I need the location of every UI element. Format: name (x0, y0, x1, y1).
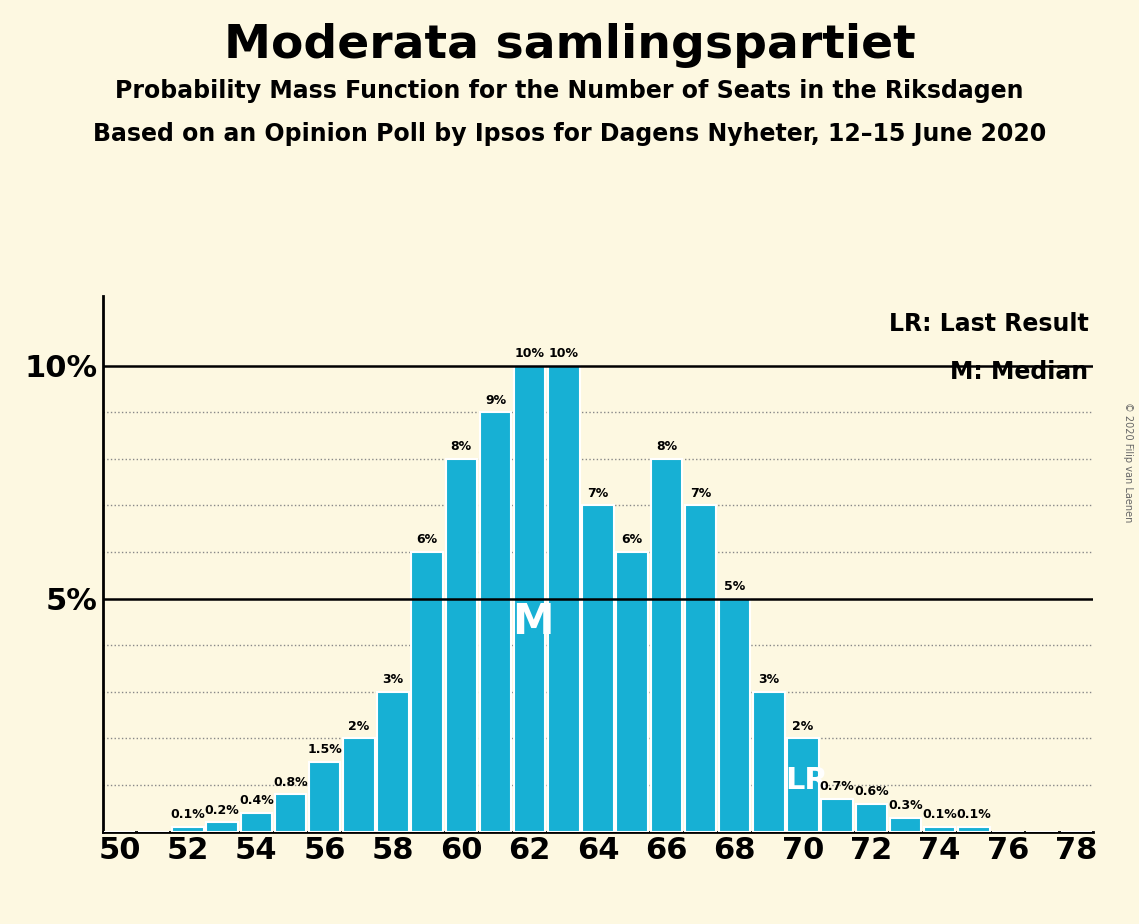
Text: Moderata samlingspartiet: Moderata samlingspartiet (223, 23, 916, 68)
Text: 2%: 2% (349, 720, 369, 733)
Text: 7%: 7% (588, 487, 608, 500)
Text: M: M (513, 601, 554, 643)
Text: LR: Last Result: LR: Last Result (888, 311, 1089, 335)
Bar (172, 827, 204, 832)
Bar (719, 599, 751, 832)
Bar (343, 738, 375, 832)
Text: © 2020 Filip van Laenen: © 2020 Filip van Laenen (1123, 402, 1133, 522)
Text: 6%: 6% (417, 533, 437, 546)
Text: 0.2%: 0.2% (205, 804, 239, 817)
Bar (445, 459, 477, 832)
Bar (787, 738, 819, 832)
Text: LR: LR (785, 766, 828, 795)
Text: 0.1%: 0.1% (923, 808, 957, 821)
Text: Based on an Opinion Poll by Ipsos for Dagens Nyheter, 12–15 June 2020: Based on an Opinion Poll by Ipsos for Da… (93, 122, 1046, 146)
Bar (753, 692, 785, 832)
Bar (206, 822, 238, 832)
Text: 0.7%: 0.7% (820, 781, 854, 794)
Text: Probability Mass Function for the Number of Seats in the Riksdagen: Probability Mass Function for the Number… (115, 79, 1024, 103)
Text: M: Median: M: Median (950, 360, 1089, 384)
Text: 3%: 3% (759, 674, 779, 687)
Bar (514, 366, 546, 832)
Bar (377, 692, 409, 832)
Bar (924, 827, 956, 832)
Text: 0.4%: 0.4% (239, 795, 273, 808)
Text: 3%: 3% (383, 674, 403, 687)
Text: 0.1%: 0.1% (957, 808, 991, 821)
Bar (480, 412, 511, 832)
Text: 0.1%: 0.1% (171, 808, 205, 821)
Bar (309, 761, 341, 832)
Text: 5%: 5% (724, 580, 745, 593)
Bar (548, 366, 580, 832)
Text: 9%: 9% (485, 394, 506, 407)
Bar (650, 459, 682, 832)
Bar (582, 505, 614, 832)
Bar (274, 795, 306, 832)
Text: 0.6%: 0.6% (854, 785, 888, 798)
Text: 0.3%: 0.3% (888, 799, 923, 812)
Text: 6%: 6% (622, 533, 642, 546)
Bar (240, 813, 272, 832)
Text: 8%: 8% (451, 440, 472, 453)
Bar (855, 804, 887, 832)
Bar (685, 505, 716, 832)
Text: 1.5%: 1.5% (308, 743, 342, 756)
Bar (821, 799, 853, 832)
Text: 7%: 7% (690, 487, 711, 500)
Bar (958, 827, 990, 832)
Text: 0.8%: 0.8% (273, 776, 308, 789)
Text: 8%: 8% (656, 440, 677, 453)
Bar (411, 552, 443, 832)
Bar (890, 818, 921, 832)
Text: 10%: 10% (549, 347, 579, 360)
Text: 2%: 2% (793, 720, 813, 733)
Bar (616, 552, 648, 832)
Text: 10%: 10% (515, 347, 544, 360)
